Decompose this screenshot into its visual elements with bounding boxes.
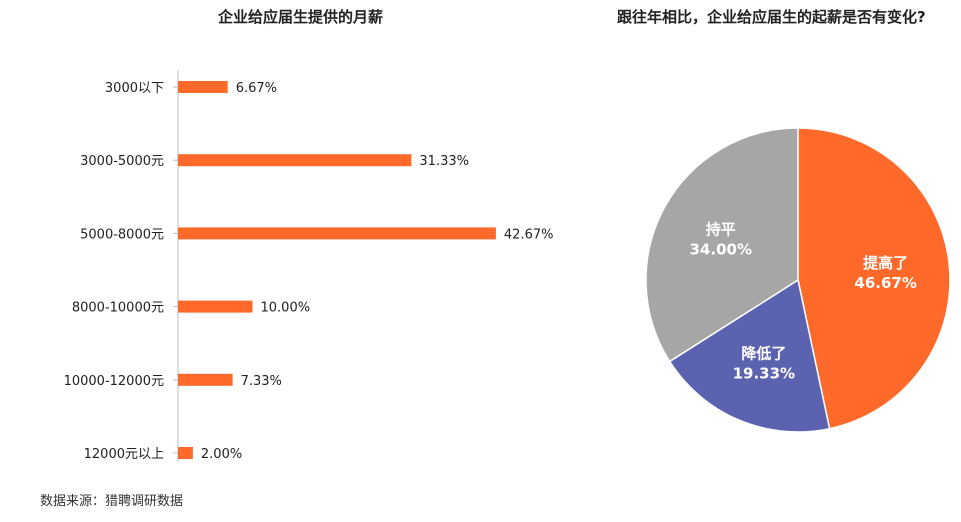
bar — [178, 154, 412, 167]
salary-change-pie-chart: 提高了 46.67% 降低了 19.33% 持平 34.00% — [645, 127, 951, 433]
category-label: 10000-12000元 — [64, 374, 164, 389]
bar-value-label: 2.00% — [201, 447, 242, 462]
pie-slice-label: 持平 — [706, 221, 736, 239]
pie-chart-title: 跟往年相比，企业给应届生的起薪是否有变化? — [617, 8, 926, 26]
bar-value-label: 31.33% — [419, 154, 469, 169]
category-label: 8000-10000元 — [72, 301, 164, 316]
pie-slice-label: 降低了 — [741, 344, 786, 362]
pie-slice — [797, 127, 951, 430]
pie-slice-label: 提高了 — [863, 254, 908, 272]
pie-slice-value: 19.33% — [733, 364, 795, 382]
bar — [178, 227, 496, 240]
category-label: 3000以下 — [105, 81, 164, 96]
pie-slice-value: 46.67% — [854, 274, 916, 292]
pie-slice-value: 34.00% — [690, 241, 752, 259]
bar-value-label: 42.67% — [504, 227, 554, 242]
bar — [178, 81, 228, 93]
category-label: 12000元以上 — [84, 447, 164, 462]
bar-value-label: 10.00% — [261, 301, 311, 316]
salary-bar-chart: 3000以下 6.67% 3000-5000元 31.33% 5000-8000元 42.… — [64, 70, 554, 462]
bar — [178, 373, 233, 386]
category-label: 5000-8000元 — [80, 227, 164, 242]
bar-value-label: 7.33% — [241, 374, 282, 389]
category-label: 3000-5000元 — [80, 154, 164, 169]
bar — [178, 300, 253, 313]
data-source-note: 数据来源：猎聘调研数据 — [40, 494, 184, 509]
pie-slice — [645, 127, 799, 363]
pie-slice — [668, 278, 831, 433]
bar-value-label: 6.67% — [236, 81, 277, 96]
bar — [178, 447, 193, 459]
bar-chart-title: 企业给应届生提供的月薪 — [218, 8, 384, 26]
